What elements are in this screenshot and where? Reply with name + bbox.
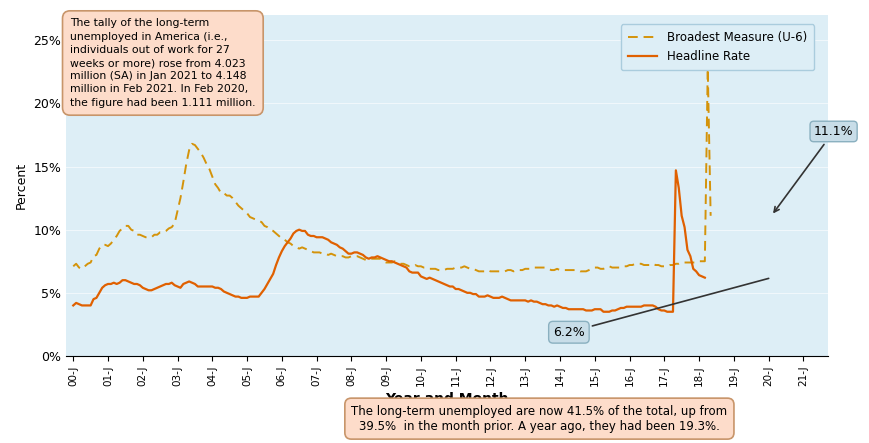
Y-axis label: Percent: Percent — [15, 162, 28, 209]
X-axis label: Year and Month: Year and Month — [385, 392, 508, 406]
Legend: Broadest Measure (U-6), Headline Rate: Broadest Measure (U-6), Headline Rate — [620, 24, 813, 70]
Text: The tally of the long-term
unemployed in America (i.e.,
individuals out of work : The tally of the long-term unemployed in… — [70, 19, 255, 108]
Text: The long-term unemployed are now 41.5% of the total, up from
39.5%  in the month: The long-term unemployed are now 41.5% o… — [351, 404, 726, 433]
Text: 11.1%: 11.1% — [773, 125, 852, 212]
Text: 6.2%: 6.2% — [553, 278, 768, 339]
